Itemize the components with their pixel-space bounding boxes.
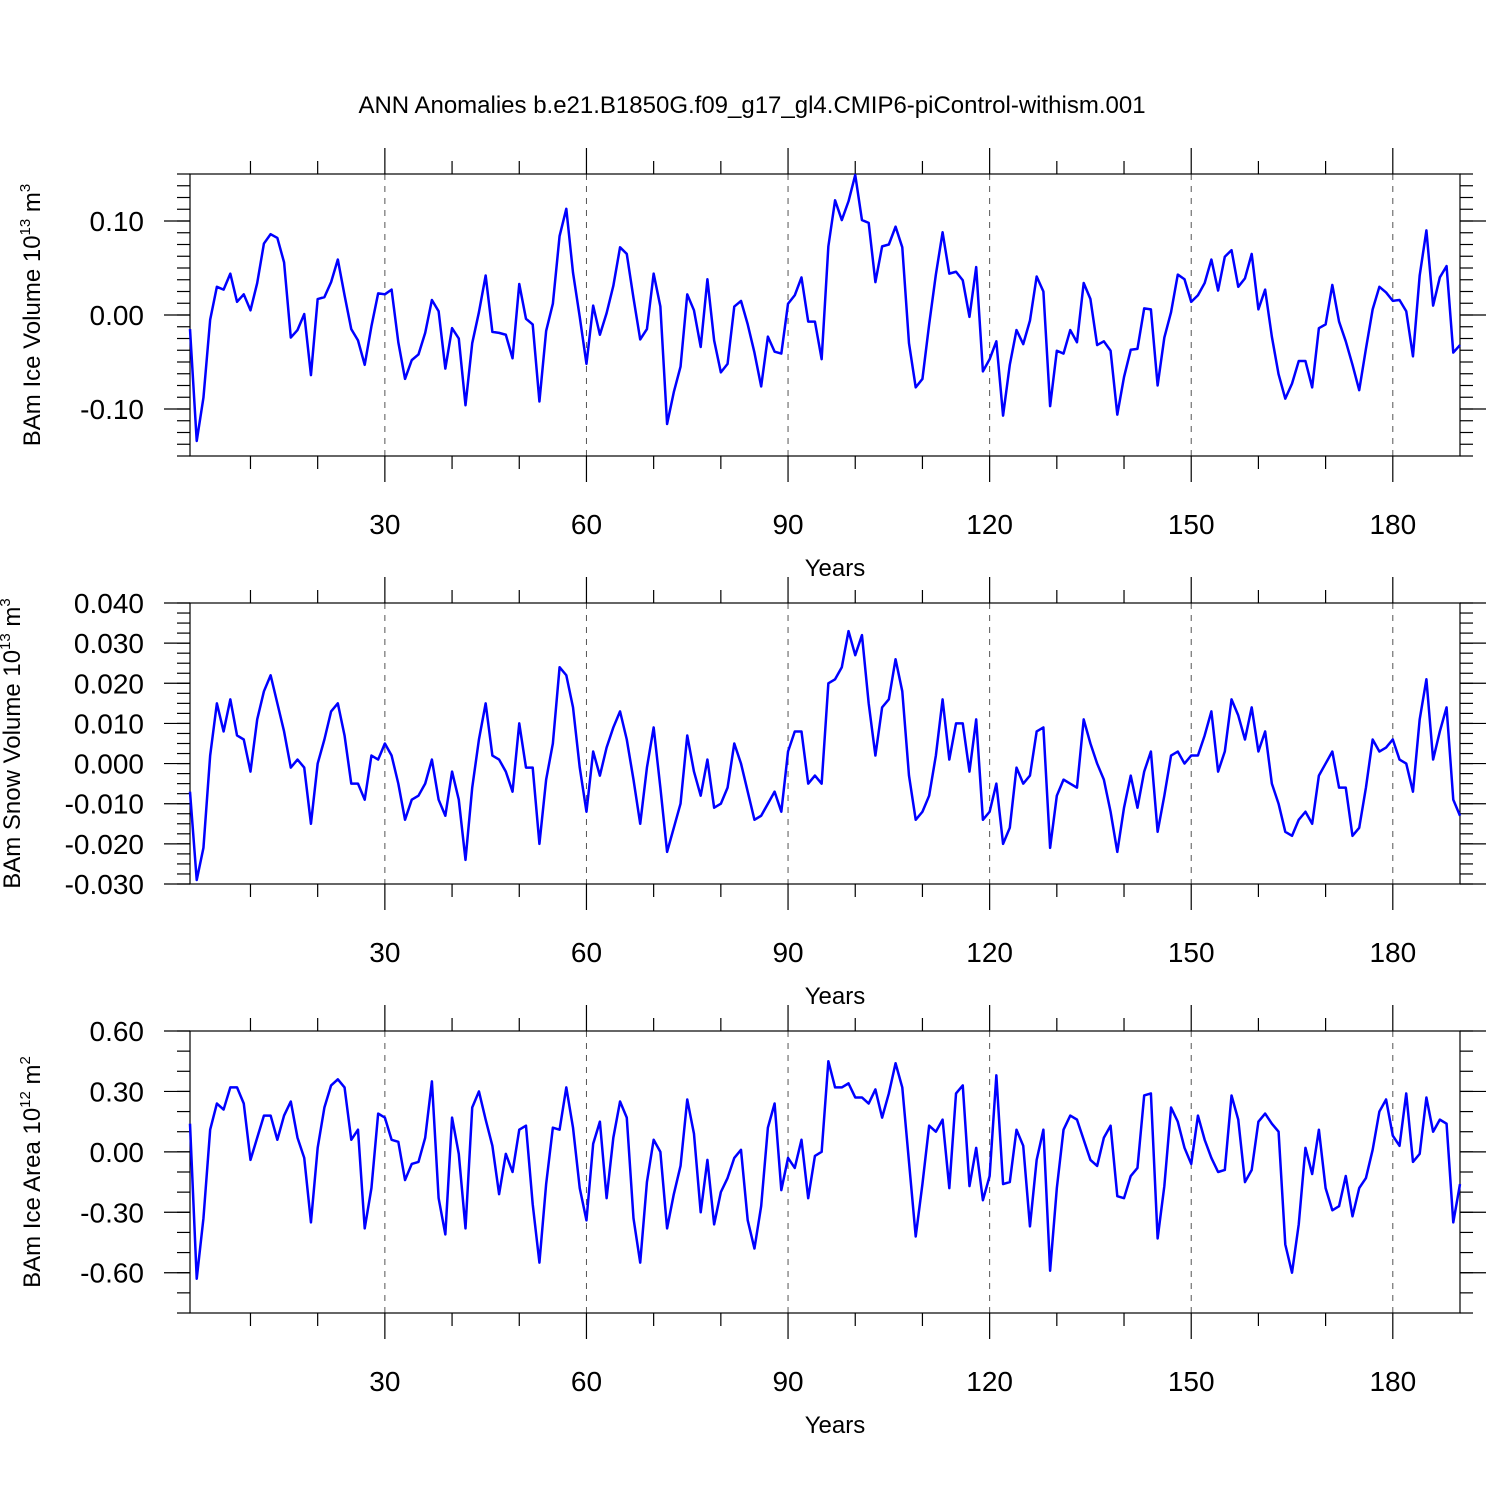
chart-panel-2: 30 60 90 120 150 180 -0.030 -0.020 -0.010 0.000 0.… — [0, 577, 1486, 1010]
series-line-1 — [188, 173, 1461, 443]
y-tick-label: -0.10 — [80, 394, 144, 425]
x-tick-label: 30 — [369, 937, 400, 968]
x-tick-label: 180 — [1369, 937, 1416, 968]
chart-panel-3: 30 60 90 120 150 180 -0.60 -0.30 0.00 0.30 0.60 Yea… — [17, 1005, 1486, 1439]
y-tick-label: 0.10 — [90, 206, 145, 237]
figure-title: ANN Anomalies b.e21.B1850G.f09_g17_gl4.C… — [358, 92, 1145, 119]
x-tick-label: 90 — [772, 509, 803, 540]
x-tick-label: 60 — [571, 1366, 602, 1397]
x-tick-label: 150 — [1168, 937, 1215, 968]
x-axis-title: Years — [805, 983, 866, 1010]
x-tick-label: 180 — [1369, 509, 1416, 540]
plot-frame — [189, 1030, 1461, 1314]
y-tick-label: 0.020 — [74, 668, 144, 699]
series-line-2 — [188, 629, 1462, 882]
x-tick-label: 180 — [1369, 1366, 1416, 1397]
y-axis-title: BAm Ice Volume 1013 m3 — [17, 184, 46, 446]
x-tick-label: 60 — [571, 509, 602, 540]
chart-panel-1: 30 60 90 120 150 180 -0.10 0.00 0.10 Years BAm Ice… — [17, 148, 1486, 582]
y-tick-label: 0.010 — [74, 708, 144, 739]
y-tick-label: -0.60 — [80, 1258, 144, 1289]
y-tick-label: -0.030 — [65, 869, 144, 900]
y-tick-label: -0.010 — [65, 789, 144, 820]
chart-panels: 30 60 90 120 150 180 -0.10 0.00 0.10 Years BAm Ice… — [0, 148, 1486, 1439]
y-tick-label: 0.00 — [90, 300, 145, 331]
x-tick-label: 30 — [369, 1366, 400, 1397]
series-line-3 — [188, 1059, 1462, 1281]
x-tick-label: 90 — [772, 937, 803, 968]
x-tick-label: 150 — [1168, 1366, 1215, 1397]
y-tick-label: -0.020 — [65, 829, 144, 860]
x-tick-label: 90 — [772, 1366, 803, 1397]
x-tick-label: 120 — [966, 1366, 1013, 1397]
x-tick-label: 120 — [966, 509, 1013, 540]
y-tick-label: 0.60 — [90, 1016, 145, 1047]
y-tick-label: 0.000 — [74, 749, 144, 780]
x-tick-label: 60 — [571, 937, 602, 968]
y-tick-label: 0.30 — [90, 1076, 145, 1107]
x-axis-title: Years — [805, 555, 866, 582]
y-tick-label: 0.030 — [74, 628, 144, 659]
y-axis-title: BAm Snow Volume 1013 m3 — [0, 598, 26, 889]
y-tick-label: 0.040 — [74, 588, 144, 619]
y-tick-label: 0.00 — [90, 1137, 145, 1168]
y-tick-label: -0.30 — [80, 1197, 144, 1228]
x-axis-title: Years — [805, 1412, 866, 1439]
y-axis-title: BAm Ice Area 1012 m2 — [17, 1056, 46, 1288]
x-tick-label: 120 — [966, 937, 1013, 968]
x-tick-label: 30 — [369, 509, 400, 540]
x-tick-label: 150 — [1168, 509, 1215, 540]
